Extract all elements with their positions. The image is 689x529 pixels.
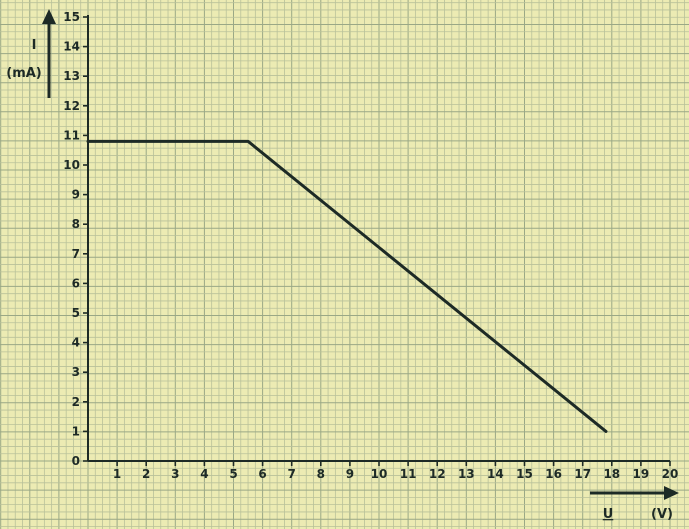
y-tick-label: 11 — [63, 128, 80, 142]
x-tick-label: 6 — [258, 467, 266, 481]
x-tick-label: 9 — [346, 467, 354, 481]
series — [86, 139, 608, 433]
x-tick-label: 15 — [516, 467, 533, 481]
x-tick-label: 10 — [371, 467, 388, 481]
y-tick-label: 3 — [72, 365, 80, 379]
y-tick-label: 4 — [72, 336, 80, 350]
x-tick-label: 14 — [487, 467, 504, 481]
y-tick-label: 1 — [72, 424, 80, 438]
y-tick-label: 9 — [72, 188, 80, 202]
y-tick-label: 12 — [63, 99, 80, 113]
y-tick-label: 8 — [72, 217, 80, 231]
x-axis-label-symbol: U — [603, 507, 614, 522]
x-tick-label: 2 — [142, 467, 150, 481]
x-tick-label: 19 — [633, 467, 650, 481]
y-tick-label: 2 — [72, 395, 80, 409]
y-axis-label-symbol: I — [32, 38, 37, 53]
y-arrow-head — [42, 9, 56, 24]
y-axis-label-unit: (mA) — [6, 66, 42, 81]
x-axis-arrow-icon — [590, 486, 679, 500]
y-tick-label: 5 — [72, 306, 80, 320]
x-tick-label: 12 — [429, 467, 446, 481]
x-tick-label: 11 — [400, 467, 417, 481]
y-axis-arrow-icon — [42, 9, 56, 98]
x-axis-label-unit: (V) — [651, 507, 673, 522]
x-tick-label: 1 — [113, 467, 121, 481]
x-tick-label: 5 — [229, 467, 237, 481]
x-tick-label: 8 — [317, 467, 325, 481]
y-tick-label: 7 — [72, 247, 80, 261]
y-tick-label: 15 — [63, 10, 80, 24]
y-tick-label: 13 — [63, 69, 80, 83]
y-tick-label: 0 — [72, 454, 80, 468]
x-tick-label: 4 — [200, 467, 208, 481]
x-tick-label: 17 — [574, 467, 591, 481]
x-tick-label: 16 — [545, 467, 562, 481]
x-tick-label: 20 — [662, 467, 679, 481]
x-tick-label: 13 — [458, 467, 475, 481]
x-tick-label: 18 — [603, 467, 620, 481]
x-tick-label: 7 — [288, 467, 296, 481]
x-arrow-head — [664, 486, 679, 500]
y-tick-label: 14 — [63, 40, 80, 54]
axis-labels: I (mA) U (V) — [6, 9, 679, 522]
x-tick-label: 3 — [171, 467, 179, 481]
y-tick-label: 10 — [63, 158, 80, 172]
y-tick-label: 6 — [72, 276, 80, 290]
